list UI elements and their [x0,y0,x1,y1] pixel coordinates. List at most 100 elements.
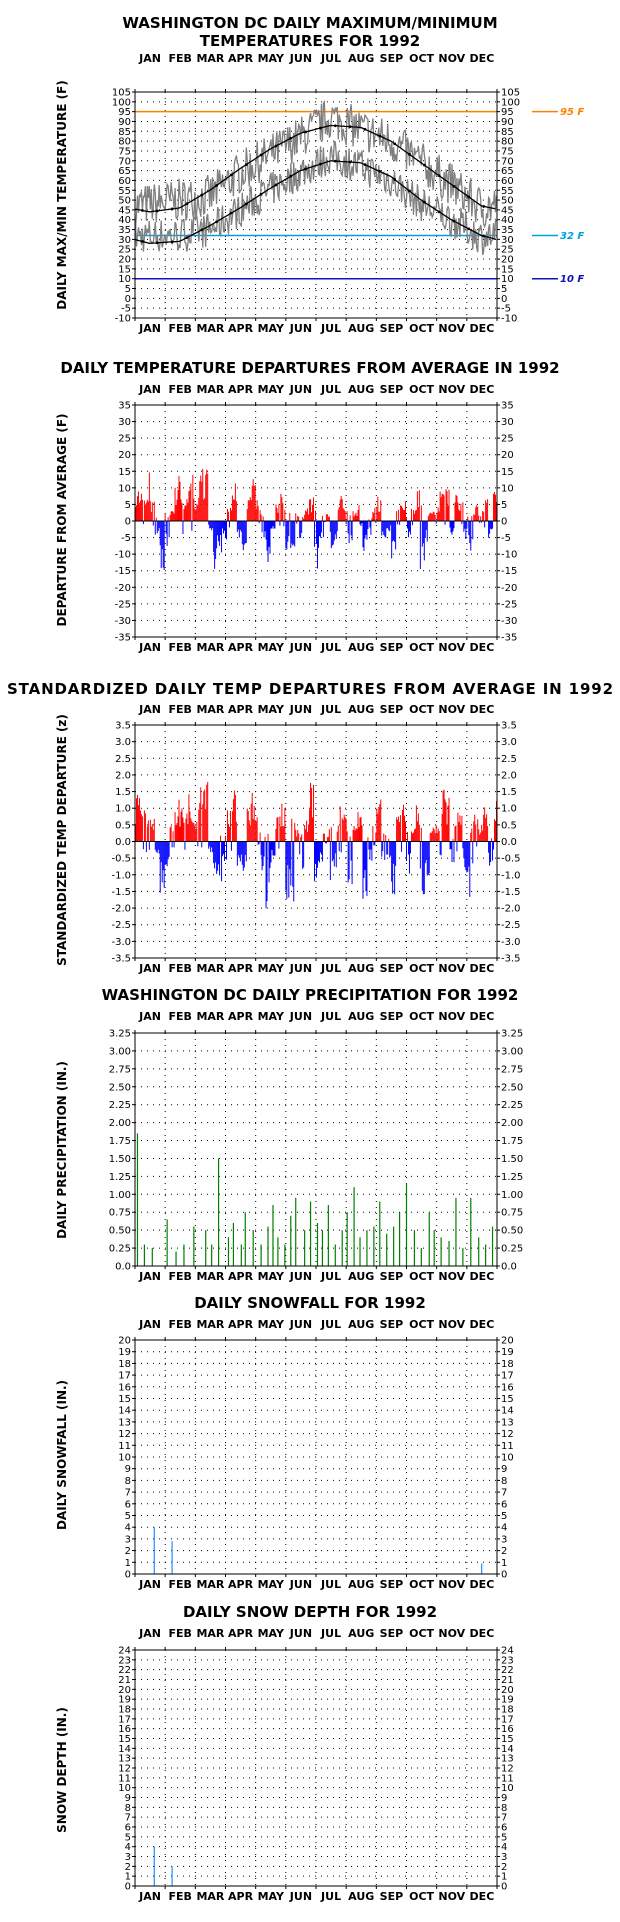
y-tick-label-left: 3.0 [115,737,131,748]
y-tick-label-left: 0.75 [109,1208,131,1219]
y-tick-label-right: 20 [501,450,514,461]
y-tick-label-left: 16 [118,1724,131,1735]
normal-high-marker [141,209,144,212]
y-tick-label-right: 14 [501,1406,514,1417]
month-label-top: JUN [289,1010,312,1023]
y-tick-label-left: 35 [118,401,131,412]
chart-title: DAILY SNOWFALL FOR 1992 [194,1294,426,1312]
y-tick-label-right: 2 [501,1546,507,1557]
y-tick-label-left: 35 [118,225,131,236]
y-tick-label-right: -20 [501,583,517,594]
month-label-bottom: JAN [138,1270,161,1283]
month-label-top: MAR [196,52,224,65]
y-tick-label-left: 50 [118,196,131,207]
month-label-bottom: JAN [138,322,161,335]
y-tick-label-left: 2.0 [115,770,131,781]
month-label-bottom: AUG [348,641,374,654]
y-tick-label-right: 18 [501,1359,514,1370]
month-label-top: JUN [289,1627,312,1640]
month-label-top: JAN [138,1318,161,1331]
y-tick-label-right: 55 [501,186,514,197]
normal-low-marker [482,234,486,238]
plot-frame [134,404,498,638]
y-tick-label-left: 0 [125,1882,131,1893]
normal-high-marker [363,127,367,131]
month-label-top: JUN [289,52,312,65]
month-label-bottom: JUL [320,1578,341,1591]
y-tick-label-left: 13 [118,1417,131,1428]
plot-frame [134,1032,498,1267]
y-tick-label-left: 1.5 [115,787,131,798]
month-label-top: DEC [470,1627,495,1640]
y-tick-label-left: 24 [118,1646,131,1657]
y-tick-label-right: 100 [501,97,520,108]
y-tick-label-left: 1.25 [109,1172,131,1183]
normal-low-marker [244,202,248,206]
y-tick-label-right: 1.50 [501,1154,523,1165]
y-tick-label-left: 20 [118,1685,131,1696]
y-tick-label-left: -15 [115,566,131,577]
month-label-bottom: SEP [380,1890,404,1903]
y-tick-label-right: 90 [501,117,514,128]
month-label-top: APR [228,383,254,396]
month-label-bottom: APR [228,1890,254,1903]
y-tick-label-right: 30 [501,417,514,428]
normal-high-marker [200,193,204,197]
normal-low-marker [348,160,352,164]
y-tick-label-right: 15 [501,1394,514,1405]
month-label-top: SEP [380,383,404,396]
month-label-bottom: MAR [196,962,224,975]
month-label-top: APR [228,1627,254,1640]
normal-high-marker [230,173,233,177]
y-tick-label-right: -5 [501,304,511,315]
y-tick-label-right: 0.0 [501,1262,517,1273]
month-label-bottom: FEB [169,641,192,654]
y-tick-label-left: 95 [118,107,131,118]
month-label-bottom: SEP [380,641,404,654]
y-axis-label: SNOW DEPTH (IN.) [55,1707,69,1833]
y-tick-label-right: 105 [501,88,520,99]
y-tick-label-left: 25 [118,434,131,445]
normal-high-line [135,124,496,213]
month-label-bottom: JUL [320,962,341,975]
month-label-bottom: OCT [409,322,434,335]
y-tick-label-right: 1.00 [501,1190,523,1201]
y-tick-label-left: 22 [118,1665,131,1676]
y-tick-label-left: 75 [118,146,131,157]
month-label-top: MAY [258,383,285,396]
month-label-bottom: NOV [438,1270,465,1283]
y-tick-label-right: 0 [501,517,507,528]
y-tick-label-left: 3.00 [109,1046,131,1057]
y-tick-label-right: 22 [501,1665,514,1676]
month-label-top: DEC [470,52,495,65]
y-tick-label-right: -10 [501,550,517,561]
y-tick-label-right: 2.75 [501,1064,523,1075]
month-label-bottom: MAY [258,641,285,654]
y-tick-label-right: 17 [501,1714,514,1725]
y-tick-label-right: 5 [501,284,507,295]
y-tick-label-right: 65 [501,166,514,177]
normal-low-marker [437,210,441,214]
y-tick-label-right: 6 [501,1823,507,1834]
month-label-bottom: MAR [196,1890,224,1903]
y-tick-label-right: -3.0 [501,937,521,948]
y-tick-label-left: 2 [125,1546,131,1557]
y-tick-label-left: 10 [118,274,131,285]
normal-low-marker [408,189,411,193]
month-label-top: JUL [320,1627,341,1640]
month-label-bottom: OCT [409,1890,434,1903]
chart-title: DAILY TEMPERATURE DEPARTURES FROM AVERAG… [60,359,559,377]
y-tick-label-right: 4 [501,1523,507,1534]
month-label-top: JAN [138,1010,161,1023]
normal-low-marker [215,220,218,224]
normal-high-marker [393,142,397,146]
month-label-top: AUG [348,52,374,65]
month-label-bottom: DEC [470,322,495,335]
month-label-top: APR [228,1318,254,1331]
normal-low-marker [363,163,367,167]
month-label-bottom: FEB [169,1890,192,1903]
month-label-bottom: JAN [138,1890,161,1903]
month-label-top: AUG [348,1318,374,1331]
y-tick-label-left: 0 [125,1570,131,1581]
y-tick-label-right: 0 [501,1882,507,1893]
